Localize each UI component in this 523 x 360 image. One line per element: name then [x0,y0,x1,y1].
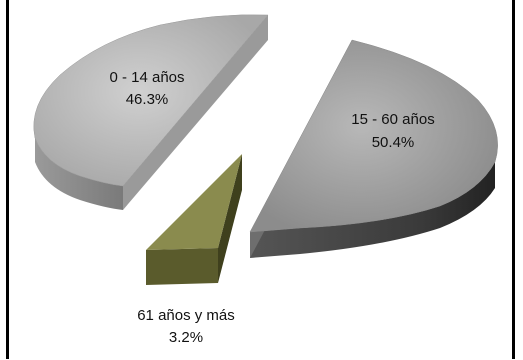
label-0-14: 0 - 14 años [109,69,184,86]
value-15-60: 50.4% [372,134,415,151]
label-15-60: 15 - 60 años [351,111,434,128]
slice-15-60-side [250,162,495,258]
pie-slice-15-60 [249,39,498,258]
chart-frame [6,0,515,359]
slice-61-plus-side [146,248,218,285]
label-61-plus: 61 años y más [137,307,235,324]
slice-15-60-top [249,39,498,233]
slice-0-14-side [35,138,123,210]
slice-61-plus-edge [218,154,242,283]
value-61-plus: 3.2% [169,329,203,346]
value-0-14: 46.3% [126,91,169,108]
pie-slice-0-14 [33,14,269,210]
slice-0-14-top [33,14,269,187]
pie-slice-61-plus [146,154,242,285]
slice-0-14-edge [123,15,268,210]
slice-61-plus-top [146,154,242,250]
